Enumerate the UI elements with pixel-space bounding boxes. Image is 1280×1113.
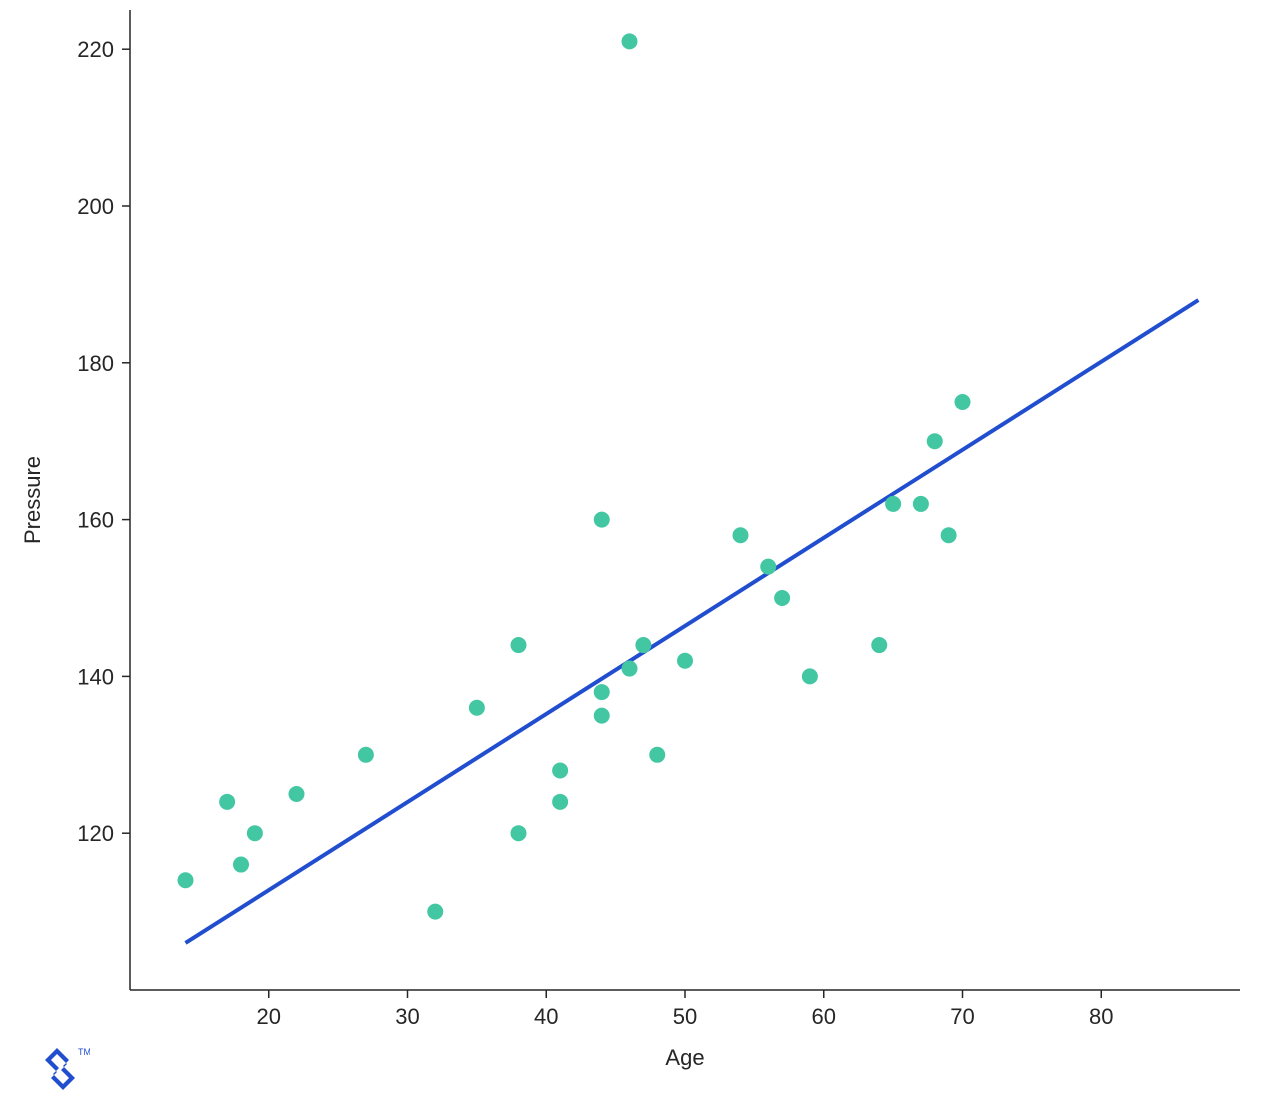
- data-point: [955, 394, 971, 410]
- data-point: [469, 700, 485, 716]
- data-point: [774, 590, 790, 606]
- data-point: [885, 496, 901, 512]
- x-axis-label: Age: [665, 1045, 704, 1070]
- data-point: [622, 33, 638, 49]
- data-point: [941, 527, 957, 543]
- logo-tm: TM: [78, 1047, 90, 1057]
- data-point: [871, 637, 887, 653]
- regression-line: [186, 300, 1199, 943]
- data-point: [247, 825, 263, 841]
- data-point: [178, 872, 194, 888]
- data-point: [927, 433, 943, 449]
- data-point: [552, 794, 568, 810]
- x-tick-label: 60: [812, 1004, 836, 1029]
- y-tick-label: 160: [77, 508, 114, 533]
- y-axis-label: Pressure: [20, 456, 45, 544]
- data-point: [233, 857, 249, 873]
- data-point: [635, 637, 651, 653]
- x-tick-label: 50: [673, 1004, 697, 1029]
- chart-container: 20 30 40 50 60 70 80 120 140 160 180 200 220 Age Press…: [0, 0, 1280, 1113]
- data-point: [594, 708, 610, 724]
- data-point: [594, 684, 610, 700]
- logo: TM: [40, 1043, 90, 1093]
- x-tick-label: 30: [395, 1004, 419, 1029]
- data-point: [358, 747, 374, 763]
- scatter-chart: 20 30 40 50 60 70 80 120 140 160 180 200 220 Age Press…: [0, 0, 1280, 1113]
- data-point: [511, 825, 527, 841]
- data-point: [913, 496, 929, 512]
- data-point: [594, 512, 610, 528]
- logo-icon: [45, 1048, 75, 1090]
- data-point: [760, 559, 776, 575]
- x-tick-label: 80: [1089, 1004, 1113, 1029]
- data-point: [649, 747, 665, 763]
- data-point: [733, 527, 749, 543]
- y-tick-label: 140: [77, 664, 114, 689]
- data-point: [511, 637, 527, 653]
- y-tick-label: 220: [77, 37, 114, 62]
- data-point: [219, 794, 235, 810]
- y-tick-label: 120: [77, 821, 114, 846]
- y-tick-label: 180: [77, 351, 114, 376]
- x-tick-label: 40: [534, 1004, 558, 1029]
- y-tick-label: 200: [77, 194, 114, 219]
- x-tick-label: 20: [257, 1004, 281, 1029]
- data-point: [622, 661, 638, 677]
- data-point: [802, 668, 818, 684]
- data-point: [552, 762, 568, 778]
- x-tick-label: 70: [950, 1004, 974, 1029]
- data-point: [289, 786, 305, 802]
- data-point: [427, 904, 443, 920]
- data-point: [677, 653, 693, 669]
